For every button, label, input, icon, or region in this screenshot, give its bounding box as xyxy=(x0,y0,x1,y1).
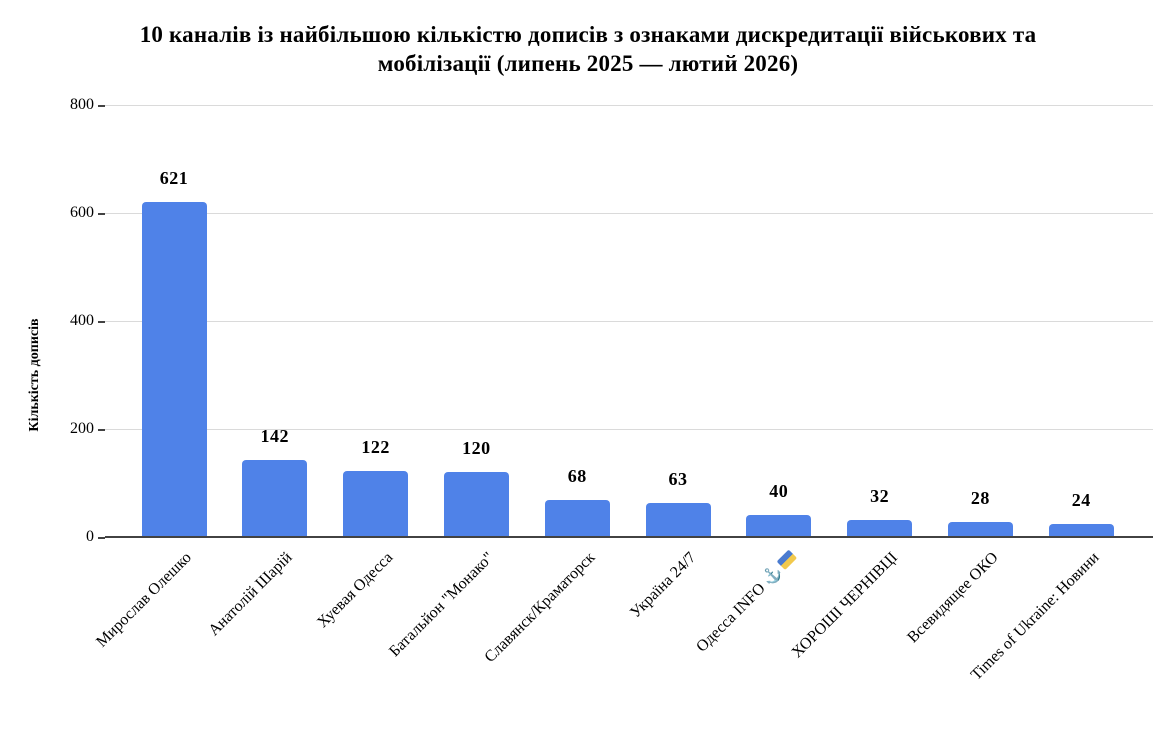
y-tick-mark xyxy=(98,320,105,323)
bar xyxy=(544,500,610,537)
x-tick-label: Хуевая Одесса xyxy=(314,549,397,632)
y-tick-mark xyxy=(98,104,105,107)
gridline xyxy=(105,429,1153,430)
bar-value-label: 28 xyxy=(970,487,990,508)
bar-value-label: 24 xyxy=(1071,490,1091,511)
y-tick-label: 800 xyxy=(70,96,94,113)
y-tick-mark xyxy=(98,212,105,215)
x-tick-label: Анатолій Шарій xyxy=(205,549,296,640)
bar xyxy=(947,521,1013,537)
bar xyxy=(141,201,207,537)
bar-value-label: 32 xyxy=(870,485,890,506)
bar xyxy=(242,460,308,537)
x-tick-label: ХОРОШІ ЧЕРНІВЦІ xyxy=(788,549,901,662)
gridline xyxy=(105,213,1153,214)
x-axis-line xyxy=(105,536,1153,538)
bar-value-label: 63 xyxy=(668,468,688,489)
chart-title: 10 каналів із найбільшою кількістю допис… xyxy=(0,20,1176,79)
y-tick-mark xyxy=(98,428,105,431)
y-axis-title: Кількість дописів xyxy=(27,318,42,432)
x-tick-label: Мирослав Олешко xyxy=(93,549,196,651)
bar xyxy=(1048,524,1114,537)
bar-value-label: 120 xyxy=(462,438,491,459)
y-tick-mark xyxy=(98,536,105,539)
bar xyxy=(847,519,913,537)
chart-title-line-2: мобілізації (липень 2025 — лютий 2026) xyxy=(377,51,799,77)
y-tick-label: 600 xyxy=(70,204,94,221)
bar-value-label: 68 xyxy=(567,466,587,487)
bar-value-label: 142 xyxy=(260,426,290,447)
gridline xyxy=(105,105,1153,106)
bar xyxy=(343,471,409,537)
x-tick-label: Батальйон "Монако" xyxy=(386,549,498,661)
chart-title-line-1: 10 каналів із найбільшою кількістю допис… xyxy=(139,22,1037,47)
x-tick-label: Одесса INFO ⚓ xyxy=(693,549,800,656)
bar-value-label: 40 xyxy=(769,481,789,502)
x-tick-label: Україна 24/7 xyxy=(626,549,700,622)
y-tick-label: 200 xyxy=(70,420,94,437)
bar xyxy=(645,502,711,537)
bar-value-label: 122 xyxy=(361,437,390,458)
x-tick-label: Всевидящее ОКО xyxy=(904,549,1002,647)
ukraine-flag-icon xyxy=(776,549,798,571)
bar xyxy=(746,515,812,537)
y-tick-label: 400 xyxy=(70,312,94,329)
x-tick-label: Славянск/Краматорск xyxy=(481,549,599,667)
bar-value-label: 621 xyxy=(159,167,189,188)
gridline xyxy=(105,321,1153,322)
y-tick-label: 0 xyxy=(86,528,94,545)
bar xyxy=(443,472,509,537)
